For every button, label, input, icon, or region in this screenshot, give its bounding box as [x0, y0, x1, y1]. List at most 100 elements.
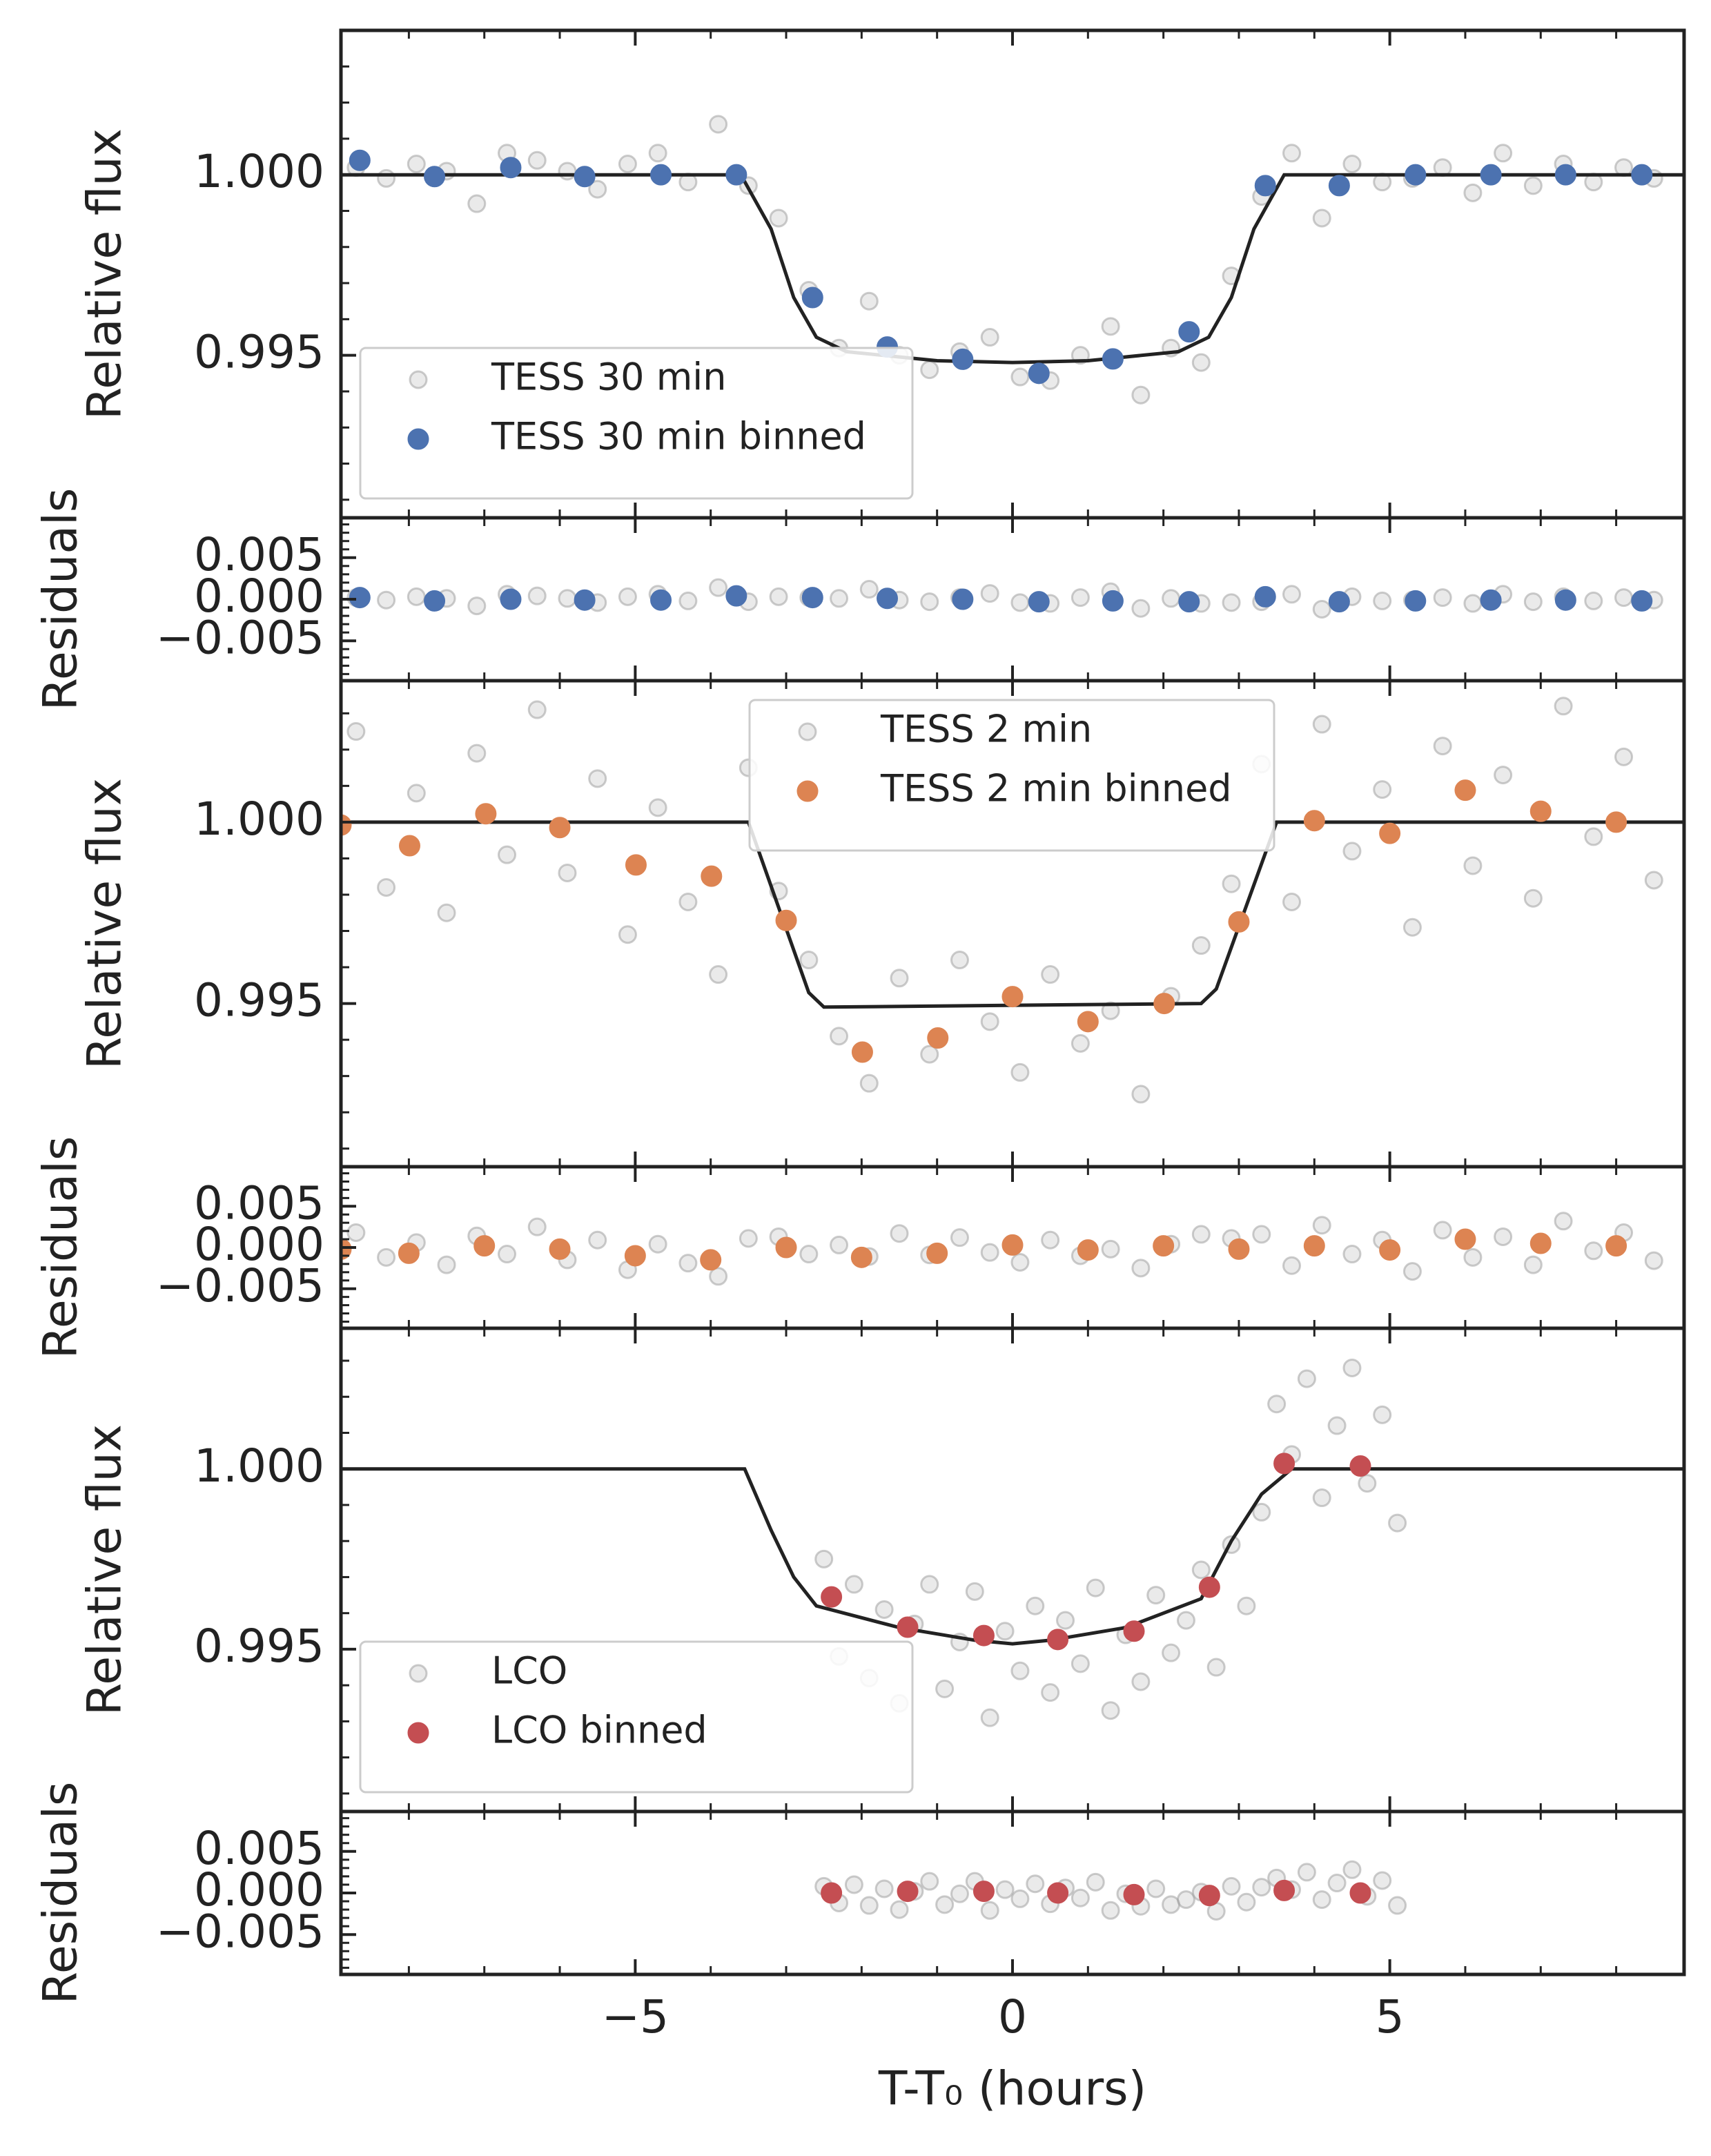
binned-point: [1254, 175, 1276, 197]
binned-point: [1480, 164, 1502, 186]
raw-point: [769, 587, 788, 606]
raw-point: [1358, 1474, 1377, 1493]
raw-point: [407, 587, 426, 606]
raw-point: [498, 845, 517, 864]
raw-point: [1101, 1901, 1120, 1920]
raw-point: [377, 168, 396, 188]
raw-point: [920, 1045, 939, 1064]
legend-box: [359, 1640, 914, 1794]
raw-point: [980, 584, 999, 603]
raw-point: [920, 592, 939, 612]
raw-point: [1282, 585, 1302, 604]
raw-point: [920, 360, 939, 380]
raw-point: [890, 1900, 909, 1919]
raw-point: [1644, 1251, 1663, 1270]
y-axis-label: Residuals: [34, 1136, 88, 1359]
raw-point: [935, 1895, 955, 1914]
raw-point: [1252, 1878, 1271, 1897]
raw-point: [1614, 747, 1634, 766]
raw-point: [890, 969, 909, 988]
raw-point: [1554, 697, 1573, 716]
raw-point: [1070, 1654, 1090, 1673]
raw-point: [618, 587, 637, 606]
y-tick-label: 0.000: [194, 1218, 324, 1271]
raw-point: [1433, 588, 1452, 608]
raw-point: [1086, 1872, 1105, 1892]
raw-point: [1162, 1895, 1181, 1914]
binned-point: [775, 1236, 797, 1259]
raw-point: [859, 291, 879, 311]
binned-point: [897, 1616, 919, 1638]
legend-marker: [409, 370, 428, 389]
raw-point: [1312, 599, 1331, 619]
binned-point: [850, 1246, 872, 1268]
binned-point: [500, 157, 522, 179]
raw-point: [1523, 176, 1543, 195]
raw-point: [527, 700, 547, 719]
binned-point: [1529, 800, 1552, 822]
raw-point: [890, 1224, 909, 1243]
raw-point: [1388, 1513, 1407, 1533]
raw-point: [1312, 1488, 1331, 1508]
binned-point: [424, 590, 446, 612]
raw-point: [1131, 385, 1151, 405]
raw-point: [1070, 1888, 1090, 1907]
binned-point: [1102, 348, 1124, 370]
raw-point: [1373, 1405, 1392, 1424]
raw-point: [980, 1243, 999, 1262]
raw-point: [1373, 780, 1392, 799]
y-tick-label: 1.000: [194, 793, 324, 846]
raw-point: [407, 784, 426, 803]
raw-point: [1191, 1560, 1211, 1580]
legend-marker: [798, 722, 817, 741]
binned-point: [1047, 1882, 1069, 1904]
binned-point: [1349, 1882, 1371, 1904]
binned-point: [972, 1881, 995, 1903]
raw-point: [1342, 1358, 1362, 1377]
raw-point: [1282, 892, 1302, 911]
raw-point: [1237, 1892, 1256, 1912]
binned-point: [1123, 1883, 1145, 1905]
raw-point: [1010, 1889, 1030, 1908]
raw-point: [1282, 1256, 1302, 1275]
raw-point: [1131, 599, 1151, 618]
raw-point: [1101, 1239, 1120, 1259]
legend-box: [748, 699, 1275, 852]
raw-point: [558, 162, 577, 181]
y-axis-label: Residuals: [34, 488, 88, 711]
raw-point: [377, 1247, 396, 1267]
plot-area: [346, 578, 1663, 619]
binned-point: [398, 835, 420, 857]
raw-point: [1433, 1221, 1452, 1240]
binned-point: [341, 1238, 352, 1260]
binned-point: [1405, 164, 1427, 186]
binned-point: [821, 1586, 843, 1608]
binned-point: [1529, 1232, 1552, 1254]
binned-point: [500, 588, 522, 610]
x-tick-label: 0: [998, 1990, 1027, 2043]
raw-point: [527, 586, 547, 605]
raw-point: [1222, 1876, 1241, 1896]
raw-point: [709, 1267, 728, 1286]
raw-point: [950, 1228, 969, 1247]
binned-point: [475, 803, 497, 825]
raw-point: [1191, 1225, 1211, 1244]
raw-point: [1056, 1611, 1075, 1630]
binned-point: [1303, 1235, 1325, 1257]
raw-point: [1388, 1896, 1407, 1915]
raw-point: [995, 1880, 1015, 1899]
raw-point: [739, 1229, 758, 1248]
raw-point: [1191, 353, 1211, 372]
legend-marker: [407, 428, 429, 450]
raw-point: [377, 877, 396, 897]
legend-marker: [796, 780, 819, 802]
raw-point: [1131, 1672, 1151, 1691]
binned-point: [650, 164, 672, 186]
raw-point: [1146, 1879, 1166, 1898]
raw-point: [874, 1879, 894, 1898]
y-tick-label: −0.005: [156, 1905, 324, 1958]
binned-point: [1405, 590, 1427, 612]
raw-point: [980, 328, 999, 347]
raw-point: [709, 115, 728, 134]
raw-point: [678, 892, 698, 911]
